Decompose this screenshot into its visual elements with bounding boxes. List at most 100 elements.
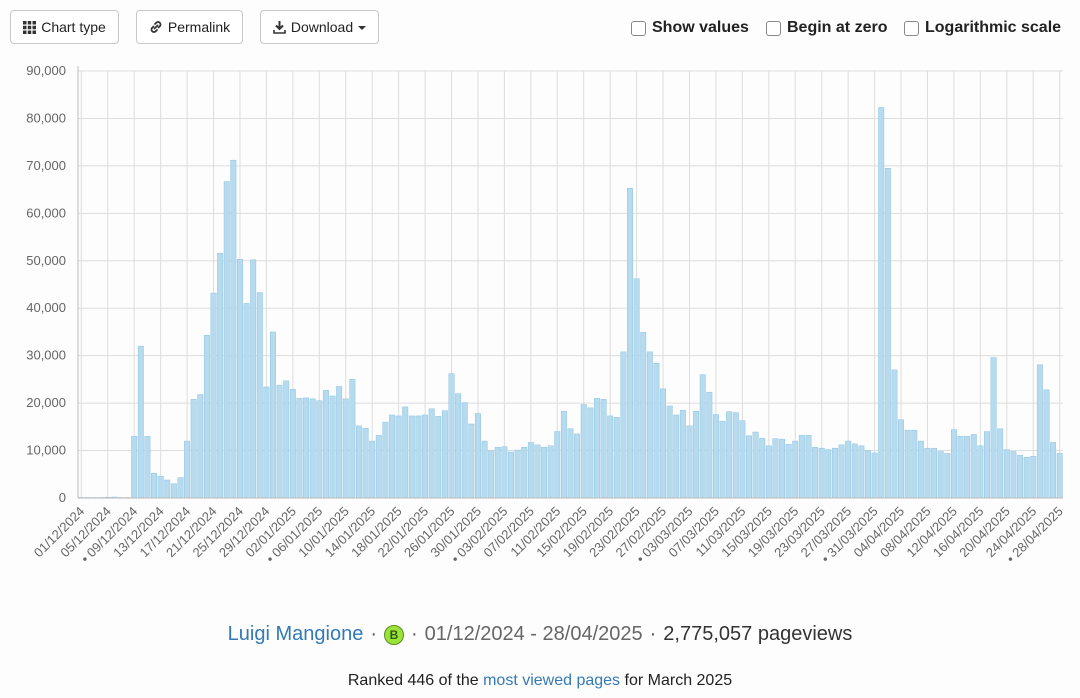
bar[interactable]	[898, 419, 904, 499]
bar[interactable]	[798, 435, 805, 499]
bar[interactable]	[831, 447, 838, 499]
bar[interactable]	[805, 435, 812, 499]
bar[interactable]	[739, 420, 746, 499]
bar[interactable]	[177, 477, 184, 499]
bar[interactable]	[944, 453, 951, 499]
bar[interactable]	[891, 369, 898, 499]
bar[interactable]	[322, 390, 329, 499]
bar[interactable]	[422, 414, 429, 499]
bar[interactable]	[970, 434, 977, 499]
bar[interactable]	[627, 187, 633, 499]
bar[interactable]	[309, 398, 316, 499]
bar[interactable]	[276, 384, 283, 499]
bar[interactable]	[1003, 449, 1010, 499]
bar[interactable]	[402, 406, 409, 499]
bar[interactable]	[190, 399, 197, 499]
bar[interactable]	[197, 394, 204, 499]
bar[interactable]	[977, 445, 984, 499]
bar[interactable]	[772, 438, 779, 499]
bar[interactable]	[825, 449, 832, 499]
bar[interactable]	[1010, 451, 1017, 499]
bar[interactable]	[395, 415, 402, 499]
bar[interactable]	[792, 440, 799, 499]
bar[interactable]	[712, 414, 719, 499]
bar[interactable]	[382, 421, 389, 499]
bar[interactable]	[1023, 456, 1030, 499]
permalink-button[interactable]: Permalink	[136, 10, 243, 44]
bar[interactable]	[587, 407, 594, 499]
bar[interactable]	[706, 391, 713, 499]
bar[interactable]	[937, 451, 944, 499]
bar[interactable]	[567, 428, 574, 499]
bar[interactable]	[613, 417, 620, 499]
bar[interactable]	[560, 410, 567, 499]
bar[interactable]	[719, 420, 726, 499]
bar[interactable]	[580, 404, 587, 499]
bar[interactable]	[270, 331, 276, 499]
bar[interactable]	[289, 389, 296, 499]
bar[interactable]	[521, 446, 528, 499]
download-button[interactable]: Download	[260, 10, 379, 44]
bar[interactable]	[726, 411, 733, 499]
bar[interactable]	[693, 410, 700, 499]
bar[interactable]	[303, 397, 310, 499]
bar[interactable]	[574, 433, 581, 499]
bar[interactable]	[997, 428, 1004, 499]
bar[interactable]	[137, 345, 144, 499]
bar[interactable]	[699, 374, 706, 499]
begin-at-zero-option[interactable]: Begin at zero	[766, 17, 887, 39]
bar[interactable]	[389, 414, 395, 499]
bar[interactable]	[812, 446, 819, 499]
bar[interactable]	[686, 425, 693, 499]
bar[interactable]	[917, 440, 924, 499]
bar[interactable]	[911, 429, 918, 499]
bar[interactable]	[600, 399, 607, 499]
bar[interactable]	[441, 410, 448, 499]
bar[interactable]	[428, 408, 435, 499]
bar[interactable]	[534, 444, 541, 499]
bar[interactable]	[488, 450, 495, 499]
bar[interactable]	[607, 415, 614, 499]
bar[interactable]	[157, 475, 164, 499]
bar[interactable]	[170, 483, 177, 499]
bar[interactable]	[223, 181, 230, 499]
bar[interactable]	[957, 436, 964, 499]
bar[interactable]	[858, 445, 865, 499]
bar[interactable]	[250, 259, 257, 499]
bar[interactable]	[508, 451, 514, 499]
begin-at-zero-checkbox[interactable]	[766, 20, 781, 36]
bar[interactable]	[468, 423, 475, 499]
bar[interactable]	[990, 357, 997, 499]
bar[interactable]	[547, 445, 554, 499]
bar[interactable]	[494, 446, 501, 499]
bar[interactable]	[620, 351, 627, 499]
bar[interactable]	[818, 447, 825, 499]
bar[interactable]	[660, 388, 667, 499]
show-values-checkbox[interactable]	[631, 20, 646, 36]
bar[interactable]	[131, 436, 138, 499]
bar[interactable]	[633, 278, 640, 499]
bar[interactable]	[554, 431, 561, 499]
bar[interactable]	[593, 398, 600, 499]
bar[interactable]	[349, 379, 356, 499]
page-title-link[interactable]: Luigi Mangione	[227, 623, 364, 645]
bar[interactable]	[1036, 364, 1043, 499]
bar[interactable]	[263, 386, 270, 499]
bar[interactable]	[950, 429, 957, 499]
bar[interactable]	[865, 450, 871, 499]
bar[interactable]	[931, 447, 938, 499]
bar[interactable]	[666, 405, 673, 499]
bar[interactable]	[283, 380, 290, 499]
bar[interactable]	[461, 402, 468, 499]
bar[interactable]	[474, 413, 481, 499]
bar[interactable]	[237, 259, 243, 499]
bar[interactable]	[640, 332, 647, 499]
bar[interactable]	[984, 431, 990, 499]
bar[interactable]	[1043, 389, 1050, 499]
bar[interactable]	[481, 440, 488, 499]
bar[interactable]	[408, 415, 415, 499]
bar[interactable]	[342, 398, 349, 499]
bar[interactable]	[501, 446, 508, 499]
bar[interactable]	[435, 416, 442, 499]
bar[interactable]	[144, 436, 151, 499]
